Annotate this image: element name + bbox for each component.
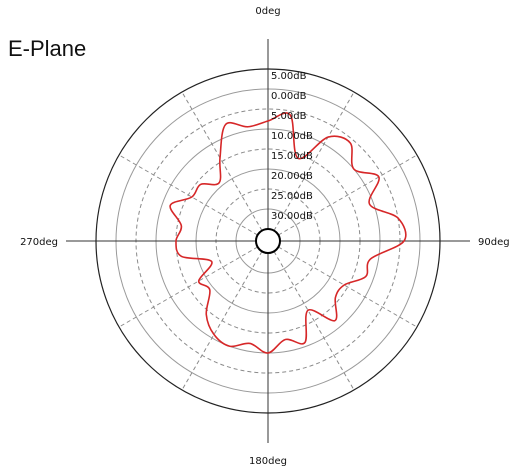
series-trace [169,112,407,354]
radial-tick-label: 5.00dB [271,71,307,82]
radial-tick-label: 10.00dB [271,131,313,142]
angle-label-270: 270deg [20,237,58,248]
radial-tick-label: 25.00dB [271,191,313,202]
grid-spoke [181,251,263,391]
grid-spoke [273,251,355,391]
radial-tick-label: 20.00dB [271,171,313,182]
angle-label-90: 90deg [478,237,510,248]
grid-spoke [181,91,263,231]
label-layer: 0deg 90deg 180deg 270deg 5.00dB 0.00dB 5.00dB 1… [20,6,510,467]
grid-spoke [118,246,258,328]
chart-title: E-Plane [8,36,87,61]
radial-tick-label: 15.00dB [271,151,313,162]
angle-label-0: 0deg [255,6,280,17]
grid-spoke [273,91,355,231]
outer-ring [95,68,441,414]
trace-layer [169,112,407,354]
grid-spoke [118,154,258,236]
grid-spoke [278,246,418,328]
radial-tick-label: 30.00dB [271,211,313,222]
angle-label-180: 180deg [249,456,287,467]
radial-tick-label: 5.00dB [271,111,307,122]
polar-grid [66,39,470,443]
center-hole [255,228,281,254]
radial-tick-label: 0.00dB [271,91,307,102]
grid-spoke [278,154,418,236]
